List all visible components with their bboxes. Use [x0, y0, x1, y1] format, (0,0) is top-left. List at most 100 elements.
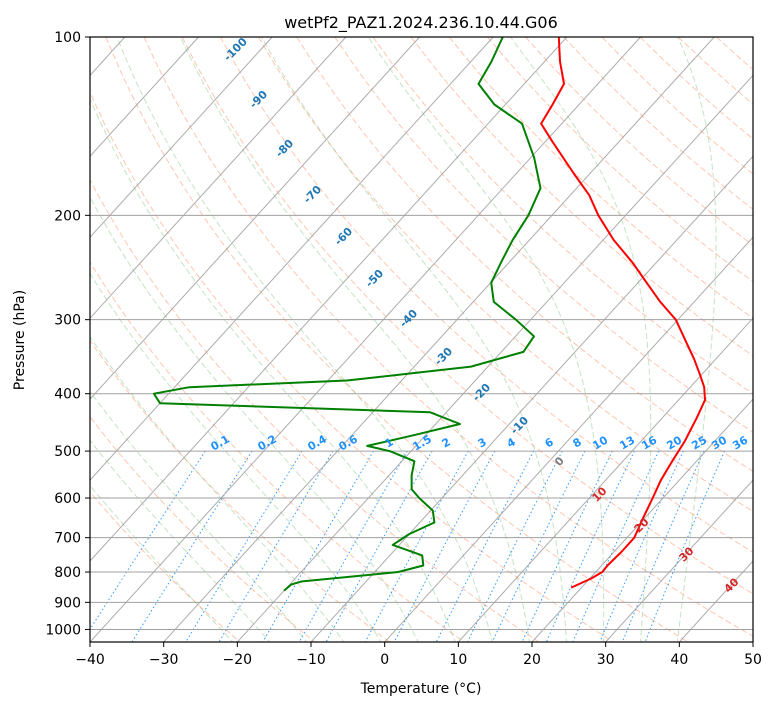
isotherm-line	[384, 236, 753, 642]
y-tick-label: 300	[54, 313, 81, 329]
isotherm-line	[90, 37, 347, 319]
plot-frame	[89, 36, 754, 643]
x-tick-label: 0	[380, 652, 389, 668]
moist-adiabat-line	[676, 37, 717, 642]
y-tick-label: 200	[54, 208, 81, 224]
mixing-ratio-line	[491, 450, 586, 642]
x-tick-label: 50	[744, 652, 762, 668]
dry-adiabat-line	[181, 37, 753, 595]
mixing-ratio-label: 1	[383, 435, 396, 450]
x-tick-label: 30	[597, 652, 615, 668]
y-tick-label: 1000	[45, 622, 81, 638]
isotherm-line	[752, 641, 753, 642]
mixing-ratio-label: 16	[639, 433, 659, 452]
mixing-ratio-label: 0.6	[337, 432, 361, 453]
mixing-ratio-label: 0.1	[209, 432, 232, 453]
mixing-ratio-label: 25	[689, 434, 709, 453]
isotherm-label: 10	[590, 484, 610, 504]
dry-adiabat-line	[219, 37, 753, 553]
isotherm-label: -20	[470, 381, 493, 404]
isotherm-line	[163, 37, 715, 642]
y-axis-label: Pressure (hPa)	[12, 290, 28, 390]
isotherm-label: -90	[247, 88, 270, 111]
dewpoint-profile-line	[152, 37, 542, 592]
isotherm-label: -30	[432, 345, 455, 368]
dry-adiabat-line	[563, 37, 753, 210]
dry-adiabat-line	[372, 37, 753, 395]
mixing-ratio-line	[572, 450, 660, 642]
mixing-ratio-label: 2	[440, 435, 453, 450]
moist-adiabat-line	[509, 37, 652, 642]
dry-adiabat-line	[143, 37, 753, 637]
isotherm-line	[310, 155, 753, 642]
mixing-ratio-line	[521, 450, 613, 642]
dry-adiabat-line	[639, 37, 753, 140]
mixing-ratio-line	[466, 450, 563, 642]
y-tick-label: 600	[54, 491, 81, 507]
isotherm-label: -80	[273, 137, 296, 160]
isotherm-line	[90, 37, 494, 481]
isotherm-line	[457, 317, 753, 642]
x-tick-label: −40	[75, 652, 105, 668]
y-tick-label: 400	[54, 387, 81, 403]
moist-adiabat-line	[116, 37, 493, 642]
isotherm-line	[90, 37, 420, 400]
mixing-ratio-line	[90, 450, 206, 631]
y-tick-label: 500	[54, 444, 81, 460]
dry-adiabat-line	[410, 37, 753, 357]
mixing-ratio-label: 6	[543, 435, 556, 450]
moist-adiabat-line	[90, 97, 456, 642]
x-tick-label: 10	[449, 652, 467, 668]
mixing-ratio-line	[218, 450, 334, 642]
isotherm-label: -60	[332, 225, 355, 248]
dry-adiabat-line	[90, 339, 391, 642]
dry-adiabat-line	[90, 491, 241, 642]
isotherm-line	[236, 74, 753, 642]
y-tick-label: 800	[54, 565, 81, 581]
isotherm-label: -40	[397, 307, 420, 330]
moist-adiabat-line	[90, 484, 234, 642]
y-tick-label: 700	[54, 531, 81, 547]
dry-adiabat-line	[90, 416, 316, 642]
isotherm-label: -70	[301, 183, 324, 206]
moist-adiabat-line	[261, 37, 567, 642]
mixing-ratio-line	[545, 450, 635, 642]
mixing-ratio-label: 0.2	[256, 432, 279, 453]
moist-adiabat-line	[90, 335, 345, 642]
isotherm-line	[605, 479, 753, 642]
dry-adiabat-line	[105, 37, 690, 642]
isotherm-line	[531, 398, 753, 642]
dry-adiabat-line	[448, 37, 753, 320]
mixing-ratio-line	[298, 450, 408, 642]
mixing-ratio-label: 36	[730, 433, 750, 452]
mixing-ratio-line	[435, 450, 535, 642]
moist-adiabat-line	[367, 37, 605, 642]
x-tick-label: −10	[296, 652, 326, 668]
x-tick-label: −20	[223, 652, 253, 668]
chart-title: wetPf2_PAZ1.2024.236.10.44.G06	[284, 13, 558, 33]
x-tick-label: 20	[523, 652, 541, 668]
mixing-ratio-label: 30	[709, 433, 729, 452]
mixing-ratio-label: 20	[664, 433, 684, 452]
isotherm-line	[90, 37, 568, 562]
dry-adiabat-line	[716, 37, 753, 71]
mixing-ratio-line	[621, 450, 705, 642]
dry-adiabat-line	[90, 91, 615, 642]
isotherm-line	[90, 37, 273, 238]
isotherm-line	[90, 37, 199, 158]
isotherm-line	[90, 37, 641, 642]
dry-adiabat-line	[334, 37, 753, 433]
mixing-ratio-line	[262, 450, 374, 642]
mixing-ratio-line	[325, 450, 433, 642]
moist-adiabat-line	[179, 37, 530, 642]
dry-adiabat-line	[296, 37, 753, 473]
isotherm-label: -100	[221, 35, 250, 64]
temperature-profile-line	[540, 37, 706, 589]
isotherm-label: -10	[508, 414, 531, 437]
mixing-ratio-label: 13	[617, 434, 637, 453]
y-tick-label: 900	[54, 595, 81, 611]
dry-adiabat-line	[258, 37, 753, 513]
x-axis-label: Temperature (°C)	[360, 681, 482, 697]
mixing-ratio-line	[364, 450, 469, 642]
